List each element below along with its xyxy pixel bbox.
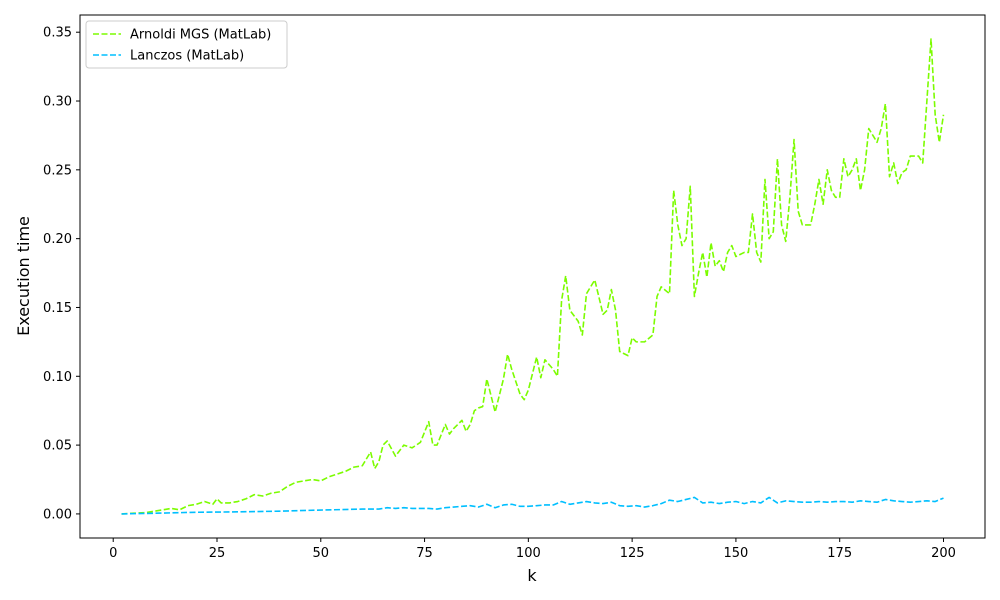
- x-tick-label: 125: [620, 546, 645, 561]
- x-axis-title: k: [527, 566, 537, 585]
- series-line-arnoldi-mgs: [121, 38, 945, 515]
- legend-label: Lanczos (MatLab): [130, 49, 244, 64]
- series-layer: [121, 38, 945, 515]
- y-axis: 0.00 0.05 0.10 0.15 0.20 0.25 0.30 0.35: [43, 26, 80, 522]
- x-tick-label: 0: [109, 546, 117, 561]
- legend: Arnoldi MGS (MatLab) Lanczos (MatLab): [85, 20, 288, 69]
- x-axis: 0 25 50 75 100 125 150 175 200: [109, 538, 956, 561]
- y-tick-label: 0.35: [43, 26, 72, 41]
- legend-label: Arnoldi MGS (MatLab): [130, 28, 271, 43]
- x-tick-label: 50: [313, 546, 330, 561]
- y-axis-title: Execution time: [14, 216, 33, 336]
- x-tick-label: 75: [416, 546, 433, 561]
- plot-frame: [79, 14, 986, 539]
- y-tick-label: 0.20: [43, 232, 72, 247]
- series-line-lanczos: [121, 496, 944, 515]
- y-tick-label: 0.00: [43, 507, 72, 522]
- x-tick-label: 175: [827, 546, 852, 561]
- legend-box: [85, 20, 288, 69]
- y-tick-label: 0.05: [43, 439, 72, 454]
- y-tick-label: 0.25: [43, 163, 72, 178]
- x-tick-label: 200: [931, 546, 956, 561]
- y-tick-label: 0.10: [43, 370, 72, 385]
- y-tick-label: 0.15: [43, 301, 72, 316]
- x-tick-label: 100: [516, 546, 541, 561]
- x-tick-label: 25: [209, 546, 226, 561]
- x-tick-label: 150: [724, 546, 749, 561]
- y-tick-label: 0.30: [43, 95, 72, 110]
